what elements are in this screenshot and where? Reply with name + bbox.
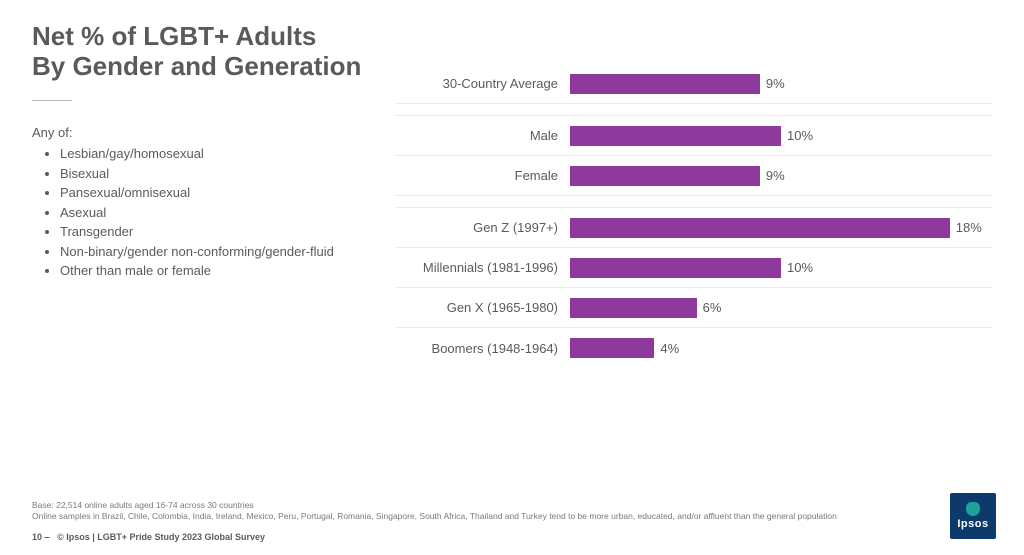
footer-sep: ‒ — [45, 532, 55, 542]
chart-row: Male 10% — [395, 116, 992, 156]
legend-item: Non-binary/gender non-conforming/gender-… — [60, 242, 362, 262]
title-line-1: Net % of LGBT+ Adults — [32, 21, 316, 51]
chart-bar-value: 9% — [766, 168, 785, 183]
chart-bar — [570, 338, 654, 358]
chart-bar — [570, 258, 781, 278]
footer-page: 10 — [32, 532, 42, 542]
chart-bar-track: 10% — [570, 116, 992, 155]
legend-item: Pansexual/omnisexual — [60, 183, 362, 203]
chart-bar-track: 9% — [570, 64, 992, 103]
chart-row-label: Boomers (1948-1964) — [395, 341, 570, 356]
chart-row: Gen X (1965-1980) 6% — [395, 288, 992, 328]
slide: Net % of LGBT+ Adults By Gender and Gene… — [0, 0, 1024, 555]
chart-bar-value: 6% — [703, 300, 722, 315]
chart-bar-track: 10% — [570, 248, 992, 287]
bar-chart: 30-Country Average 9% Male 10% Female 9% Gen Z… — [395, 64, 992, 368]
chart-bar — [570, 126, 781, 146]
legend-item: Transgender — [60, 222, 362, 242]
chart-bar-track: 9% — [570, 156, 992, 195]
chart-group-gap — [395, 104, 992, 116]
chart-row: 30-Country Average 9% — [395, 64, 992, 104]
chart-bar — [570, 74, 760, 94]
chart-row-label: Gen X (1965-1980) — [395, 300, 570, 315]
chart-row-label: Female — [395, 168, 570, 183]
chart-bar-value: 10% — [787, 260, 813, 275]
chart-bar-track: 6% — [570, 288, 992, 327]
chart-row-label: Male — [395, 128, 570, 143]
legend: Any of: Lesbian/gay/homosexual Bisexual … — [32, 123, 362, 281]
chart-bar-track: 4% — [570, 328, 992, 368]
ipsos-logo: Ipsos — [950, 493, 996, 539]
chart-row-label: Gen Z (1997+) — [395, 220, 570, 235]
legend-item: Lesbian/gay/homosexual — [60, 144, 362, 164]
chart-bar — [570, 166, 760, 186]
legend-item: Asexual — [60, 203, 362, 223]
legend-item: Other than male or female — [60, 261, 362, 281]
chart-bar — [570, 218, 950, 238]
chart-row-label: 30-Country Average — [395, 76, 570, 91]
footer-study-line: 10 ‒ © Ipsos | LGBT+ Pride Study 2023 Gl… — [32, 531, 904, 543]
chart-row-label: Millennials (1981-1996) — [395, 260, 570, 275]
legend-intro: Any of: — [32, 123, 362, 143]
chart-row: Millennials (1981-1996) 10% — [395, 248, 992, 288]
chart-row: Boomers (1948-1964) 4% — [395, 328, 992, 368]
title-line-2: By Gender and Generation — [32, 51, 361, 81]
chart-bar-value: 10% — [787, 128, 813, 143]
legend-item: Bisexual — [60, 164, 362, 184]
footer-note: Online samples in Brazil, Chile, Colombi… — [32, 511, 904, 522]
chart-bar-track: 18% — [570, 208, 992, 247]
chart-bar — [570, 298, 697, 318]
chart-row: Gen Z (1997+) 18% — [395, 208, 992, 248]
ipsos-logo-text: Ipsos — [957, 518, 988, 530]
footer: Base: 22,514 online adults aged 16-74 ac… — [32, 500, 904, 543]
footer-study: © Ipsos | LGBT+ Pride Study 2023 Global … — [57, 532, 265, 542]
chart-group-gap — [395, 196, 992, 208]
title-rule — [32, 100, 72, 101]
footer-base: Base: 22,514 online adults aged 16-74 ac… — [32, 500, 904, 511]
chart-bar-value: 4% — [660, 341, 679, 356]
chart-bar-value: 9% — [766, 76, 785, 91]
chart-bar-value: 18% — [956, 220, 982, 235]
chart-row: Female 9% — [395, 156, 992, 196]
ipsos-logo-mark — [966, 502, 980, 516]
legend-list: Lesbian/gay/homosexual Bisexual Pansexua… — [32, 144, 362, 281]
